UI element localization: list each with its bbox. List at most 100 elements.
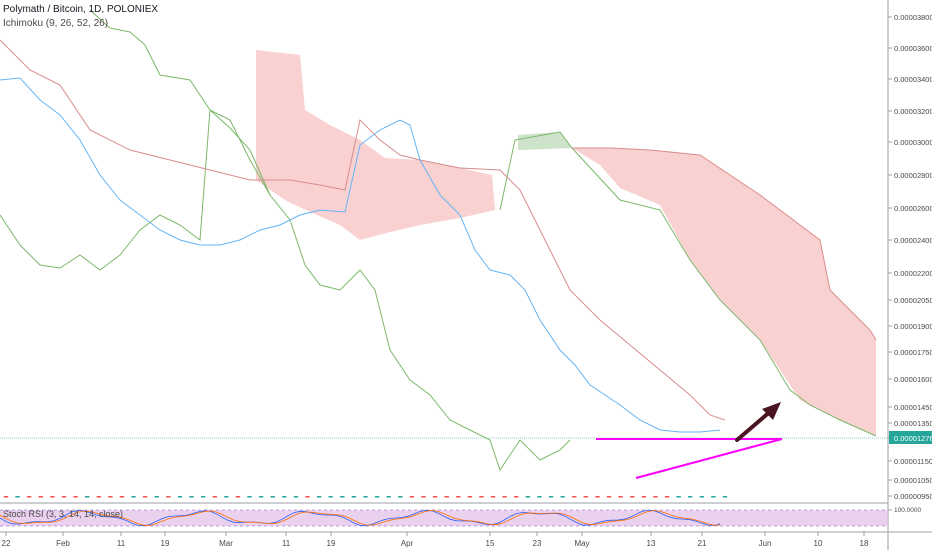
time-tick-label: 23	[533, 539, 542, 548]
candle-body	[270, 496, 275, 498]
indicator-title[interactable]: Ichimoku (9, 26, 52, 26)	[3, 18, 109, 29]
candle-body	[456, 496, 461, 498]
kumo-cloud-bull	[518, 132, 572, 150]
candle-body	[688, 496, 693, 498]
candle-body	[200, 496, 206, 498]
leading-span-a	[572, 147, 877, 341]
time-tick-label: Jun	[759, 539, 772, 548]
price-tick-label: 0.00001600	[894, 375, 932, 384]
candle-body	[305, 496, 310, 498]
time-tick-label: 10	[814, 539, 823, 548]
time-tick-label: 21	[698, 539, 707, 548]
candle-body	[84, 496, 90, 498]
candle-body	[502, 496, 507, 498]
candle-body	[572, 496, 577, 498]
candle-body	[664, 496, 670, 498]
candle-body	[595, 496, 600, 498]
candle-body	[409, 496, 415, 498]
candle-body	[154, 496, 159, 498]
price-tick-label: 0.00002600	[894, 204, 932, 213]
candle-body	[293, 496, 299, 498]
price-tick-label: 0.00001150	[894, 457, 932, 466]
candle-body	[282, 496, 287, 498]
candle-body	[676, 496, 681, 498]
candle-body	[525, 496, 531, 498]
candle-body	[363, 496, 368, 498]
candle-body	[630, 496, 635, 498]
candle-body	[444, 496, 449, 498]
candle-body	[38, 496, 43, 498]
price-tick-label: 0.00003400	[894, 75, 932, 84]
kumo-cloud-1	[256, 50, 495, 240]
price-tick-label: 0.00002400	[894, 236, 932, 245]
candle-body	[131, 496, 136, 498]
lagging-span-2	[89, 9, 271, 196]
symbol-title[interactable]: Polymath / Bitcoin, 1D, POLONIEX	[3, 4, 159, 15]
candle-body	[711, 496, 716, 498]
candle-body	[386, 496, 391, 498]
time-tick-label: Feb	[56, 539, 70, 548]
time-tick-label: Mar	[219, 539, 233, 548]
candle-body	[3, 496, 9, 498]
candle-body	[212, 496, 217, 498]
conversion-line	[0, 77, 721, 433]
stoch-axis-label: 100.0000	[894, 507, 921, 514]
candle-body	[548, 496, 554, 498]
candle-body	[177, 496, 183, 498]
time-tick-label: 19	[161, 539, 170, 548]
candle-body	[398, 496, 403, 498]
current-price-label: 0.00001276	[894, 434, 932, 443]
time-tick-label: 11	[282, 539, 291, 548]
current-price-badge	[889, 431, 932, 444]
price-tick-label: 0.00003000	[894, 138, 932, 147]
stoch-k-line	[0, 509, 721, 527]
candle-body	[653, 496, 658, 498]
leading-span-b	[499, 131, 877, 437]
candle-body	[583, 496, 589, 498]
candle-body	[316, 496, 322, 498]
candle-body	[224, 496, 229, 498]
price-tick-label: 0.00001750	[894, 348, 932, 357]
candle-body	[514, 496, 519, 498]
candle-body	[142, 496, 148, 498]
price-tick-label: 0.00002200	[894, 269, 932, 278]
price-tick-label: 0.00003800	[894, 13, 932, 22]
candle-body	[119, 496, 125, 498]
candle-body	[328, 496, 333, 498]
candle-body	[61, 496, 67, 498]
time-tick-label: 19	[327, 539, 336, 548]
candle-body	[432, 496, 438, 498]
price-tick-label: 0.00001450	[894, 403, 932, 412]
candle-body	[699, 496, 705, 498]
kumo-cloud-2	[518, 132, 876, 436]
candle-body	[618, 496, 623, 498]
price-tick-label: 0.00003600	[894, 44, 932, 53]
chart-header: Polymath / Bitcoin, 1D, POLONIEX Ichimok…	[3, 3, 158, 31]
price-tick-label: 0.00001350	[894, 419, 932, 428]
candle-body	[722, 496, 728, 498]
price-tick-label: 0.00000950	[894, 492, 932, 501]
candle-body	[26, 496, 32, 498]
candle-body	[421, 496, 426, 498]
time-tick-label: Apr	[401, 539, 414, 548]
candle-body	[73, 496, 78, 498]
candle-body	[258, 496, 264, 498]
stoch-rsi-label[interactable]: Stoch RSI (3, 3, 14, 14, close)	[3, 509, 124, 519]
time-tick-label: 13	[647, 539, 656, 548]
time-tick-label: 11	[117, 539, 126, 548]
candle-body	[108, 496, 113, 498]
candle-body	[166, 496, 171, 498]
lagging-span-1	[0, 109, 571, 472]
candle-body	[479, 496, 484, 498]
candle-body	[560, 496, 565, 498]
price-tick-label: 0.00003200	[894, 107, 932, 116]
candle-body	[606, 496, 612, 498]
price-tick-label: 0.00002050	[894, 296, 932, 305]
time-tick-label: 15	[486, 539, 495, 548]
candle-body	[15, 496, 20, 498]
candle-body	[467, 496, 473, 498]
candle-body	[96, 496, 101, 498]
price-tick-label: 0.00001050	[894, 476, 932, 485]
